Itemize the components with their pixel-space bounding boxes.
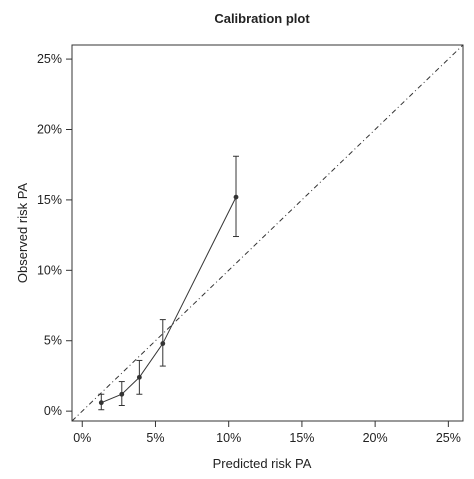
y-tick-label: 0%: [44, 404, 62, 418]
data-point: [119, 391, 125, 397]
y-tick-label: 25%: [37, 52, 62, 66]
data-point: [136, 374, 142, 380]
series-line: [101, 196, 237, 404]
reference-line: [71, 44, 464, 422]
y-axis-label: Observed risk PA: [15, 183, 30, 284]
x-tick-label: 0%: [73, 431, 91, 445]
x-axis-label: Predicted risk PA: [213, 456, 312, 471]
x-tick-label: 10%: [216, 431, 241, 445]
x-axis: 0% 5% 10% 15% 20% 25%: [73, 421, 461, 445]
y-tick-label: 10%: [37, 263, 62, 277]
y-tick-label: 15%: [37, 193, 62, 207]
x-tick-label: 25%: [436, 431, 461, 445]
plot-frame: [71, 44, 464, 422]
data-point: [160, 341, 166, 346]
reference-line-group: [71, 44, 464, 422]
y-axis: 0% 5% 10% 15% 20% 25%: [37, 52, 72, 418]
y-tick-label: 5%: [44, 334, 62, 348]
series-group: [98, 155, 240, 411]
chart-title: Calibration plot: [214, 11, 310, 26]
data-point: [98, 400, 104, 406]
data-point: [233, 194, 239, 200]
x-tick-label: 15%: [289, 431, 314, 445]
y-tick-label: 20%: [37, 122, 62, 136]
x-tick-label: 5%: [146, 431, 164, 445]
x-tick-label: 20%: [363, 431, 388, 445]
